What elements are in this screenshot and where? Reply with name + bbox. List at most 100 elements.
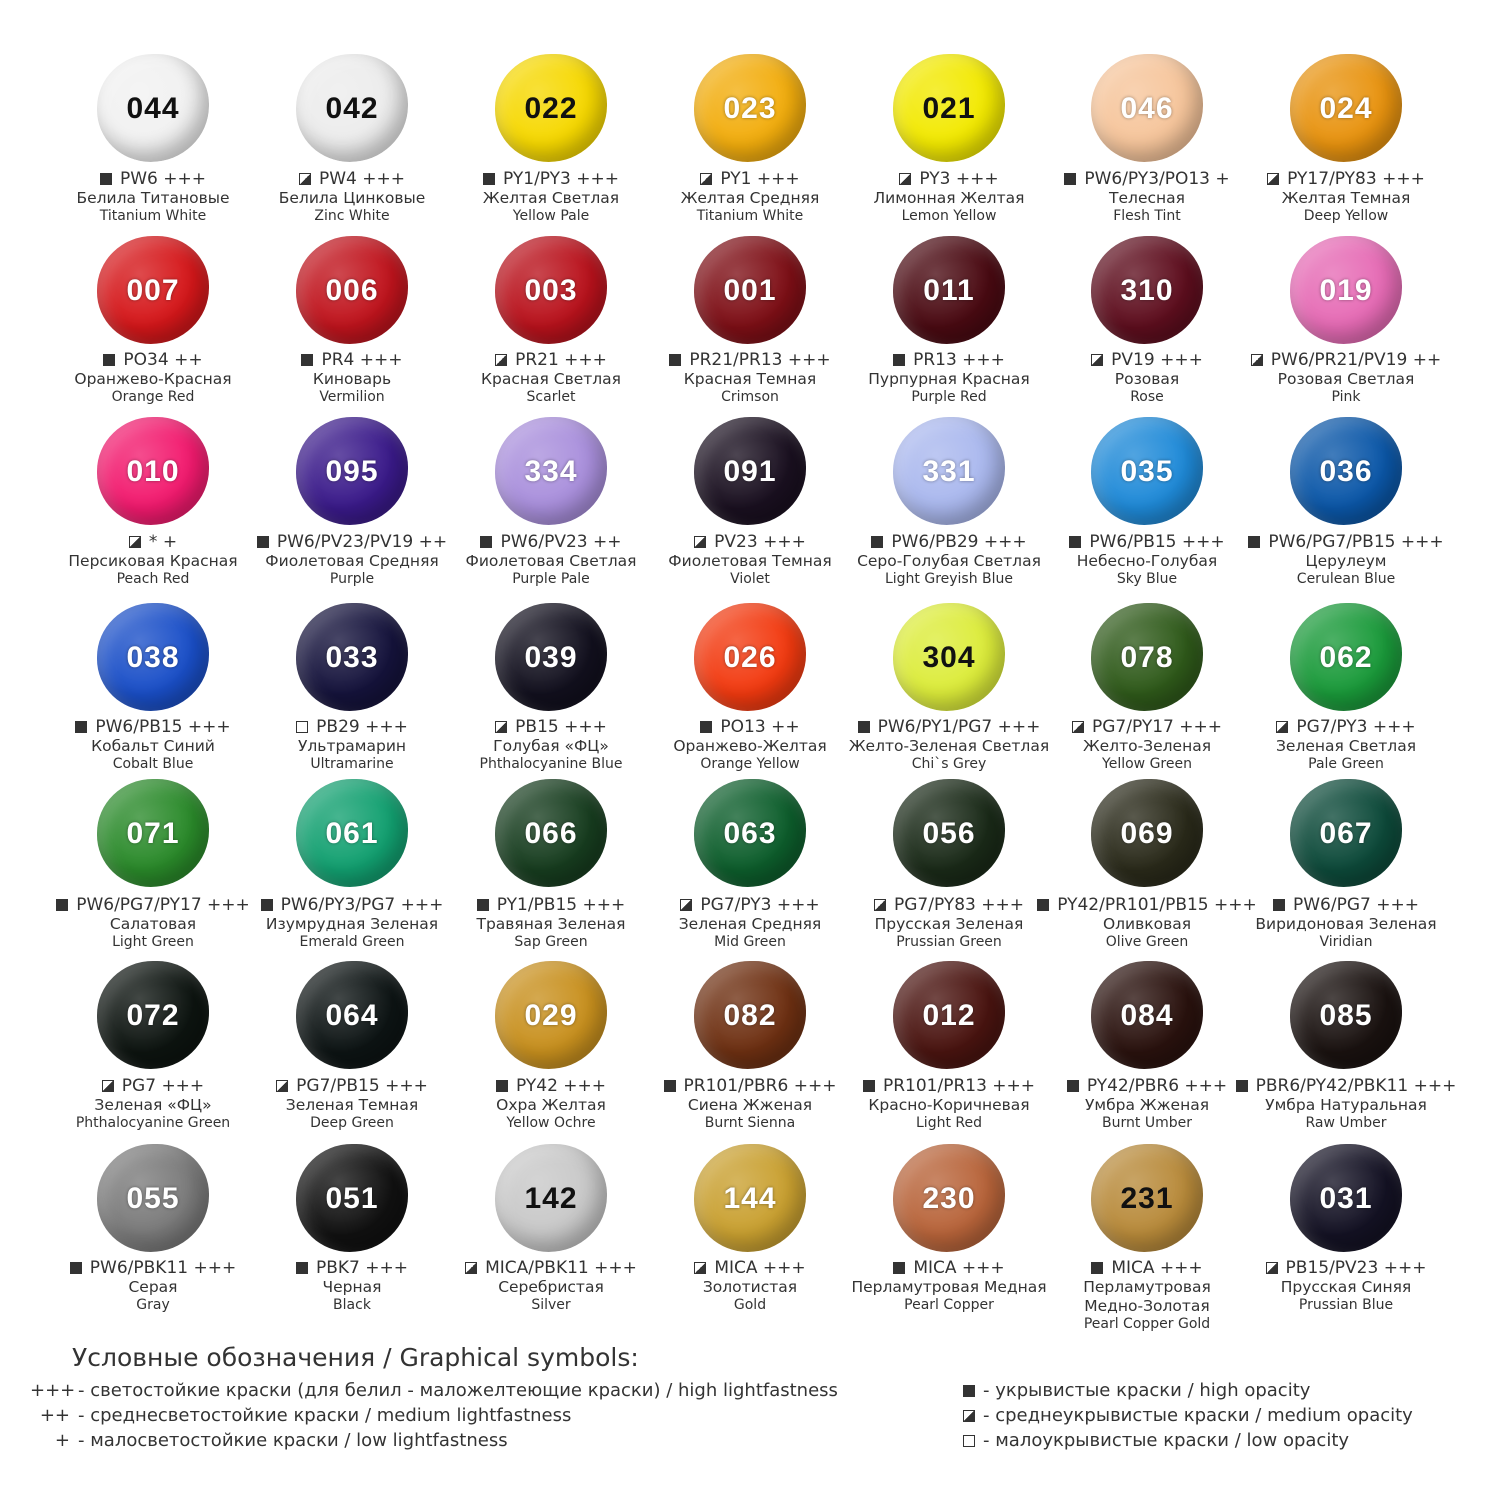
paint-code: 031 bbox=[1319, 1182, 1373, 1215]
name-ru: Зеленая Светлая bbox=[1275, 737, 1417, 755]
pigment-code: PG7 +++ bbox=[121, 1076, 205, 1096]
paint-code: 331 bbox=[922, 455, 976, 488]
paint-blob: 304 bbox=[893, 603, 1005, 711]
paint-code: 142 bbox=[524, 1182, 578, 1215]
pigment-line: PY1 +++ bbox=[625, 169, 875, 189]
paint-info: PW6/PB29 +++ Серо-Голубая Светлая Light Gr… bbox=[824, 532, 1074, 588]
pigment-line: PBK7 +++ bbox=[227, 1258, 477, 1278]
name-ru: Золотистая bbox=[702, 1278, 798, 1296]
paint-info: PBK7 +++ Черная Black bbox=[227, 1258, 477, 1314]
paint-info: PO34 ++ Оранжево-Красная Orange Red bbox=[28, 350, 278, 406]
pigment-line: PW6/PY3/PG7 +++ bbox=[227, 895, 477, 915]
pigment-code: MICA +++ bbox=[1111, 1258, 1203, 1278]
name-ru: Оранжево-Желтая bbox=[673, 737, 827, 755]
paint-code: 033 bbox=[325, 641, 379, 674]
opacity-full-icon bbox=[893, 354, 906, 366]
paint-info: PY17/PY83 +++ Желтая Темная Deep Yellow bbox=[1221, 169, 1471, 225]
pigment-code: PO13 ++ bbox=[720, 717, 800, 737]
legend-symbol: + bbox=[54, 1430, 70, 1451]
name-ru: Церулеум bbox=[1305, 552, 1387, 570]
name-en: Peach Red bbox=[116, 571, 190, 587]
name-en: Phthalocyanine Green bbox=[75, 1115, 231, 1131]
name-en: Deep Green bbox=[310, 1115, 394, 1131]
opacity-half-icon bbox=[276, 1080, 289, 1092]
pigment-code: PW4 +++ bbox=[318, 169, 405, 189]
paint-code: 012 bbox=[922, 999, 976, 1032]
pigment-line: PBR6/PY42/PBK11 +++ bbox=[1221, 1076, 1471, 1096]
name-ru: Розовая bbox=[1114, 370, 1180, 388]
pigment-code: PR101/PR13 +++ bbox=[882, 1076, 1036, 1096]
pigment-code: * + bbox=[148, 532, 178, 552]
paint-blob: 069 bbox=[1091, 779, 1203, 887]
pigment-code: MICA +++ bbox=[714, 1258, 806, 1278]
opacity-half-icon bbox=[680, 899, 693, 911]
paint-blob: 082 bbox=[694, 961, 806, 1069]
opacity-full-icon bbox=[1066, 1080, 1079, 1092]
legend-opacity-low: - малоукрывистые краски / low opacity bbox=[963, 1430, 1349, 1451]
name-ru: Фиолетовая Средняя bbox=[265, 552, 439, 570]
pigment-code: MICA +++ bbox=[913, 1258, 1005, 1278]
opacity-full-icon bbox=[260, 899, 273, 911]
opacity-half-icon bbox=[899, 173, 912, 185]
name-en: Orange Yellow bbox=[700, 756, 800, 772]
pigment-code: PV23 +++ bbox=[714, 532, 806, 552]
name-ru: Зеленая Средняя bbox=[678, 915, 822, 933]
pigment-line: PY1/PB15 +++ bbox=[426, 895, 676, 915]
legend-text: - укрывистые краски / high opacity bbox=[983, 1380, 1311, 1401]
paint-code: 019 bbox=[1319, 274, 1373, 307]
paint-code: 063 bbox=[723, 817, 777, 850]
paint-blob: 310 bbox=[1091, 236, 1203, 344]
name-en: Yellow Ochre bbox=[506, 1115, 596, 1131]
opacity-full-icon bbox=[56, 899, 69, 911]
opacity-half-icon bbox=[694, 536, 707, 548]
name-en: Gray bbox=[136, 1297, 170, 1313]
legend-opacity-medium: - среднеукрывистые краски / medium opaci… bbox=[963, 1405, 1413, 1426]
name-ru: Фиолетовая Светлая bbox=[465, 552, 637, 570]
opacity-full-icon bbox=[256, 536, 269, 548]
paint-info: PB15/PV23 +++ Прусская Синяя Prussian Blue bbox=[1221, 1258, 1471, 1314]
pigment-line: PR13 +++ bbox=[824, 350, 1074, 370]
name-ru: Желтая Средняя bbox=[680, 189, 820, 207]
name-en: Purple bbox=[329, 571, 375, 587]
paint-code: 022 bbox=[524, 92, 578, 125]
name-ru: Ультрамарин bbox=[297, 737, 407, 755]
name-ru: Фиолетовая Темная bbox=[668, 552, 832, 570]
name-en: Titanium White bbox=[99, 208, 207, 224]
paint-info: PR101/PBR6 +++ Сиена Жженая Burnt Sienna bbox=[625, 1076, 875, 1132]
name-ru: Перламутровая Медно-Золотая bbox=[1083, 1278, 1211, 1315]
paint-code: 056 bbox=[922, 817, 976, 850]
paint-blob: 078 bbox=[1091, 603, 1203, 711]
paint-code: 310 bbox=[1120, 274, 1174, 307]
name-en: Titanium White bbox=[696, 208, 804, 224]
pigment-line: PG7/PY3 +++ bbox=[625, 895, 875, 915]
pigment-code: PW6/PY3/PO13 + bbox=[1084, 169, 1230, 189]
name-en: Scarlet bbox=[526, 389, 576, 405]
paint-code: 062 bbox=[1319, 641, 1373, 674]
name-ru: Сиена Жженая bbox=[687, 1096, 813, 1114]
name-en: Prussian Green bbox=[896, 934, 1002, 950]
legend-opacity-high: - укрывистые краски / high opacity bbox=[963, 1380, 1310, 1401]
pigment-line: PW6/PY3/PO13 + bbox=[1022, 169, 1272, 189]
pigment-code: PW6/PB15 +++ bbox=[95, 717, 231, 737]
pigment-code: PB15/PV23 +++ bbox=[1285, 1258, 1427, 1278]
name-ru: Умбра Натуральная bbox=[1265, 1096, 1427, 1114]
name-en: Zinc White bbox=[314, 208, 390, 224]
paint-info: PW6/PY1/PG7 +++ Желто-Зеленая Светлая Chi`… bbox=[824, 717, 1074, 773]
pigment-line: MICA +++ bbox=[1022, 1258, 1272, 1278]
paint-blob: 055 bbox=[97, 1144, 209, 1252]
paint-blob: 019 bbox=[1290, 236, 1402, 344]
pigment-line: * + bbox=[28, 532, 278, 552]
name-en: Light Green bbox=[112, 934, 194, 950]
pigment-line: PG7/PY83 +++ bbox=[824, 895, 1074, 915]
name-ru: Прусская Зеленая bbox=[874, 915, 1024, 933]
pigment-code: PG7/PB15 +++ bbox=[296, 1076, 428, 1096]
name-en: Purple Red bbox=[911, 389, 987, 405]
paint-info: PY3 +++ Лимонная Желтая Lemon Yellow bbox=[824, 169, 1074, 225]
name-ru: Охра Желтая bbox=[496, 1096, 606, 1114]
paint-blob: 071 bbox=[97, 779, 209, 887]
pigment-line: PW6/PV23 ++ bbox=[426, 532, 676, 552]
name-en: Purple Pale bbox=[512, 571, 590, 587]
pigment-code: PB15 +++ bbox=[515, 717, 607, 737]
paint-code: 061 bbox=[325, 817, 379, 850]
opacity-full-icon bbox=[1091, 1262, 1104, 1274]
